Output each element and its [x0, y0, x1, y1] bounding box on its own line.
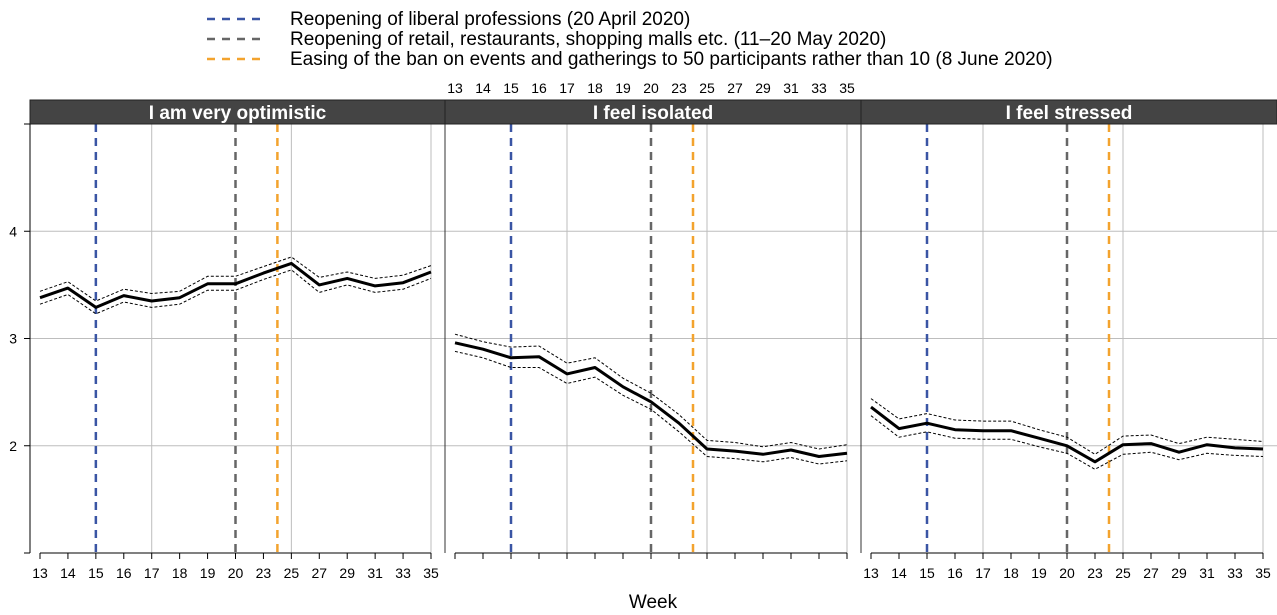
x-tick-label: 35	[1255, 565, 1271, 581]
x-tick-label: 31	[367, 565, 383, 581]
x-tick-label: 35	[423, 565, 439, 581]
y-tick-label: 4	[9, 223, 17, 239]
top-x-tick-label: 13	[447, 80, 463, 96]
top-x-tick-label: 29	[755, 80, 771, 96]
x-tick-label: 33	[1227, 565, 1243, 581]
top-x-tick-label: 23	[671, 80, 687, 96]
x-tick-label: 18	[1003, 565, 1019, 581]
panel-strip	[29, 99, 446, 125]
panel-title: I feel isolated	[593, 103, 713, 124]
x-tick-label: 18	[172, 565, 188, 581]
panel-strip	[444, 99, 862, 125]
panel-title: I am very optimistic	[149, 103, 327, 124]
upper-ci-line	[454, 333, 848, 450]
y-axis: 4 3 2	[9, 123, 31, 554]
legend-label: Reopening of liberal professions (20 Apr…	[290, 9, 690, 30]
x-tick-label: 23	[256, 565, 272, 581]
x-tick-label: 29	[1171, 565, 1187, 581]
panel-strip	[860, 99, 1277, 125]
y-tick-label: 2	[9, 438, 17, 454]
x-tick-label: 27	[311, 565, 327, 581]
top-x-tick-label: 27	[727, 80, 743, 96]
panel-title: I feel stressed	[1006, 103, 1133, 124]
mean-line	[39, 261, 432, 309]
top-x-axis: 13 14 15 16 17 18 19 20 23 25 27 29 31 33 35	[447, 80, 855, 96]
top-x-tick-label: 15	[503, 80, 519, 96]
top-x-tick-label: 25	[699, 80, 715, 96]
x-tick-label: 20	[1059, 565, 1075, 581]
y-tick-label: 3	[9, 331, 17, 347]
legend: Reopening of liberal professions (20 Apr…	[207, 9, 1053, 70]
top-x-tick-label: 14	[475, 80, 491, 96]
panel: I feel stressed 13 14 15 16 17 18 19 20 23 25 27 29 3…	[860, 99, 1277, 581]
x-tick-label: 13	[863, 565, 879, 581]
x-tick-label: 27	[1143, 565, 1159, 581]
top-x-tick-label: 20	[643, 80, 659, 96]
x-tick-label: 15	[919, 565, 935, 581]
panels: I am very optimistic 13 14 15 16 17 18 19 20 23 25…	[29, 99, 1277, 581]
x-tick-label: 31	[1199, 565, 1215, 581]
mean-line	[454, 341, 848, 458]
top-x-tick-label: 16	[531, 80, 547, 96]
x-tick-label: 20	[228, 565, 244, 581]
lower-ci-line	[870, 415, 1264, 470]
x-tick-label: 14	[891, 565, 907, 581]
panel: I feel isolated	[444, 99, 862, 559]
top-x-tick-label: 35	[839, 80, 855, 96]
x-tick-label: 17	[144, 565, 160, 581]
top-x-tick-label: 18	[587, 80, 603, 96]
legend-label: Easing of the ban on events and gatherin…	[290, 49, 1053, 70]
x-tick-label: 16	[116, 565, 132, 581]
top-x-tick-label: 31	[783, 80, 799, 96]
x-tick-label: 23	[1087, 565, 1103, 581]
lower-ci-line	[454, 350, 848, 465]
x-tick-label: 19	[200, 565, 216, 581]
x-tick-label: 29	[339, 565, 355, 581]
top-x-tick-label: 19	[615, 80, 631, 96]
top-x-tick-label: 33	[811, 80, 827, 96]
x-tick-label: 15	[88, 565, 104, 581]
x-tick-label: 33	[395, 565, 411, 581]
x-tick-label: 17	[975, 565, 991, 581]
upper-ci-line	[39, 256, 432, 302]
x-tick-label: 25	[1115, 565, 1131, 581]
x-axis-title: Week	[629, 592, 678, 613]
mean-line	[870, 405, 1264, 464]
x-tick-label: 16	[947, 565, 963, 581]
legend-label: Reopening of retail, restaurants, shoppi…	[290, 29, 886, 50]
upper-ci-line	[870, 398, 1264, 455]
x-tick-label: 25	[284, 565, 300, 581]
x-tick-label: 19	[1031, 565, 1047, 581]
x-tick-label: 14	[60, 565, 76, 581]
panel: I am very optimistic 13 14 15 16 17 18 19 20 23 25…	[29, 99, 446, 581]
top-x-tick-label: 17	[559, 80, 575, 96]
x-tick-label: 13	[32, 565, 48, 581]
